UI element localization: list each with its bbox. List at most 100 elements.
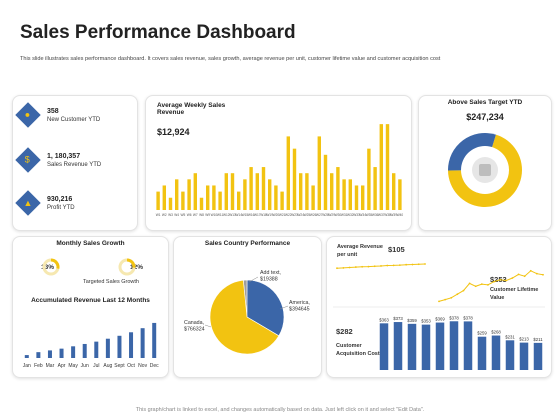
accum-title: Accumulated Revenue Last 12 Months (31, 297, 150, 304)
weekly-tick-label: W3 (168, 213, 173, 217)
clv-point (493, 280, 495, 283)
arpu-point (380, 265, 382, 267)
weekly-bar (342, 179, 346, 210)
kpi-value: 358 (47, 107, 59, 115)
cac-data-label: $259 (477, 331, 487, 336)
country-label: Canada, (184, 320, 204, 326)
weekly-bar (218, 191, 222, 210)
kpi-sales-revenue: $ 1, 180,357 Sales Revenue YTD (15, 147, 101, 173)
cac-bar (533, 342, 543, 370)
weekly-sales-chart: W1 W2 W3 W4 W5 W6 W7 W8 W9 W10 W11 W12 W13 W14 W15 W16 W… (156, 124, 403, 217)
target-donut (448, 133, 522, 207)
weekly-tick-label: W2 (162, 213, 167, 217)
weekly-bar (311, 185, 315, 210)
cac-data-label: $378 (463, 315, 473, 320)
target-card: Above Sales Target YTD $247,234 (418, 95, 552, 231)
weekly-bar (187, 179, 191, 210)
weekly-bar (398, 179, 402, 210)
cac-bar (435, 322, 445, 370)
accum-tick-label: Mar (46, 363, 55, 369)
weekly-bar (156, 191, 160, 210)
cac-data-label: $268 (491, 330, 501, 335)
clv-point (480, 283, 483, 286)
weekly-bar (205, 185, 210, 210)
clv-point (529, 269, 532, 272)
clv-point (444, 298, 447, 301)
accum-tick-label: Jul (93, 363, 99, 369)
cac-data-label: $211 (533, 337, 543, 342)
clv-point (438, 300, 440, 303)
weekly-tick-label: W15 (242, 213, 249, 217)
weekly-bar (261, 167, 266, 210)
weekly-tick-label: W17 (254, 213, 261, 217)
kpi-label: New Customer YTD (47, 116, 101, 123)
cac-data-label: $231 (505, 334, 515, 339)
unit-metrics-card: Average Revenue per unit $105 $253 Custo… (326, 236, 552, 378)
arpu-point (367, 265, 370, 268)
unit-charts: $363 $373 $359 $353 $369 $378 $378 $259 $268 $231… (333, 263, 545, 370)
growth-ring-1-arc (50, 258, 60, 269)
weekly-sales-title: Average Weekly Sales Revenue (157, 102, 226, 116)
country-value-label: $394645 (289, 307, 310, 313)
weekly-tick-label: W20 (273, 213, 280, 217)
weekly-bar (367, 148, 371, 210)
weekly-bar (305, 173, 309, 210)
weekly-tick-label: W10 (211, 213, 218, 217)
weekly-bar (379, 124, 384, 210)
weekly-bar (391, 173, 396, 210)
weekly-bar (162, 185, 167, 210)
clv-point (505, 279, 508, 282)
page-subtitle: This slide illustrates sales performance… (20, 56, 441, 62)
arpu-point (348, 266, 351, 269)
weekly-tick-label: W1 (156, 213, 161, 217)
kpi-card: ● 358 New Customer YTD $ 1, 180,357 Sale… (12, 95, 138, 231)
weekly-tick-label: W32 (347, 213, 354, 217)
weekly-bar (329, 173, 334, 210)
weekly-bar (348, 179, 353, 210)
weekly-bar (181, 191, 185, 210)
accum-bar (47, 350, 52, 358)
accum-bar (117, 335, 122, 358)
profit-chart-icon: ▲ (15, 190, 41, 216)
weekly-bar (230, 173, 235, 210)
clv-title: Customer Lifetime Value (490, 287, 539, 301)
arpu-point (361, 265, 364, 268)
country-value-label: $766324 (184, 327, 205, 333)
target-value: $247,234 (466, 112, 504, 122)
cac-value: $282 (336, 327, 353, 336)
arpu-point (392, 264, 395, 267)
arpu-point (336, 267, 338, 270)
weekly-bar (267, 179, 272, 210)
arpu-point (405, 263, 408, 266)
growth-value-2: 12% (130, 264, 144, 271)
weekly-bar (174, 179, 179, 210)
country-leader-line (279, 305, 289, 310)
clv-line (438, 270, 544, 302)
clv-point (487, 283, 489, 286)
clv-point (511, 277, 514, 279)
weekly-bar (286, 136, 291, 210)
cac-bar (463, 321, 473, 370)
accum-tick-label: Nov (138, 363, 147, 369)
accum-tick-label: Jun (81, 363, 89, 369)
weekly-tick-label: W28 (322, 213, 329, 217)
weekly-tick-label: W13 (229, 213, 236, 217)
country-card: Sales Country Performance Add text, $1938… (173, 236, 322, 378)
weekly-bar (249, 167, 253, 210)
accum-tick-label: Dec (150, 363, 159, 369)
weekly-tick-label: W26 (310, 213, 317, 217)
growth-value-1: 13% (41, 264, 55, 271)
weekly-tick-label: W35 (366, 213, 373, 217)
arpu-point (411, 263, 414, 266)
arpu-point (386, 264, 389, 267)
accum-tick-label: May (68, 363, 78, 369)
kpi-value: 1, 180,357 (47, 152, 81, 160)
country-slice (209, 279, 280, 355)
weekly-bar (292, 148, 297, 210)
country-pie: Add text,$19388 America,$394645 Canada,$76… (184, 270, 310, 355)
cac-data-label: $359 (407, 318, 417, 323)
weekly-tick-label: W19 (266, 213, 273, 217)
cac-data-label: $378 (449, 315, 459, 320)
weekly-tick-label: W30 (335, 213, 342, 217)
cac-bar (505, 340, 515, 370)
